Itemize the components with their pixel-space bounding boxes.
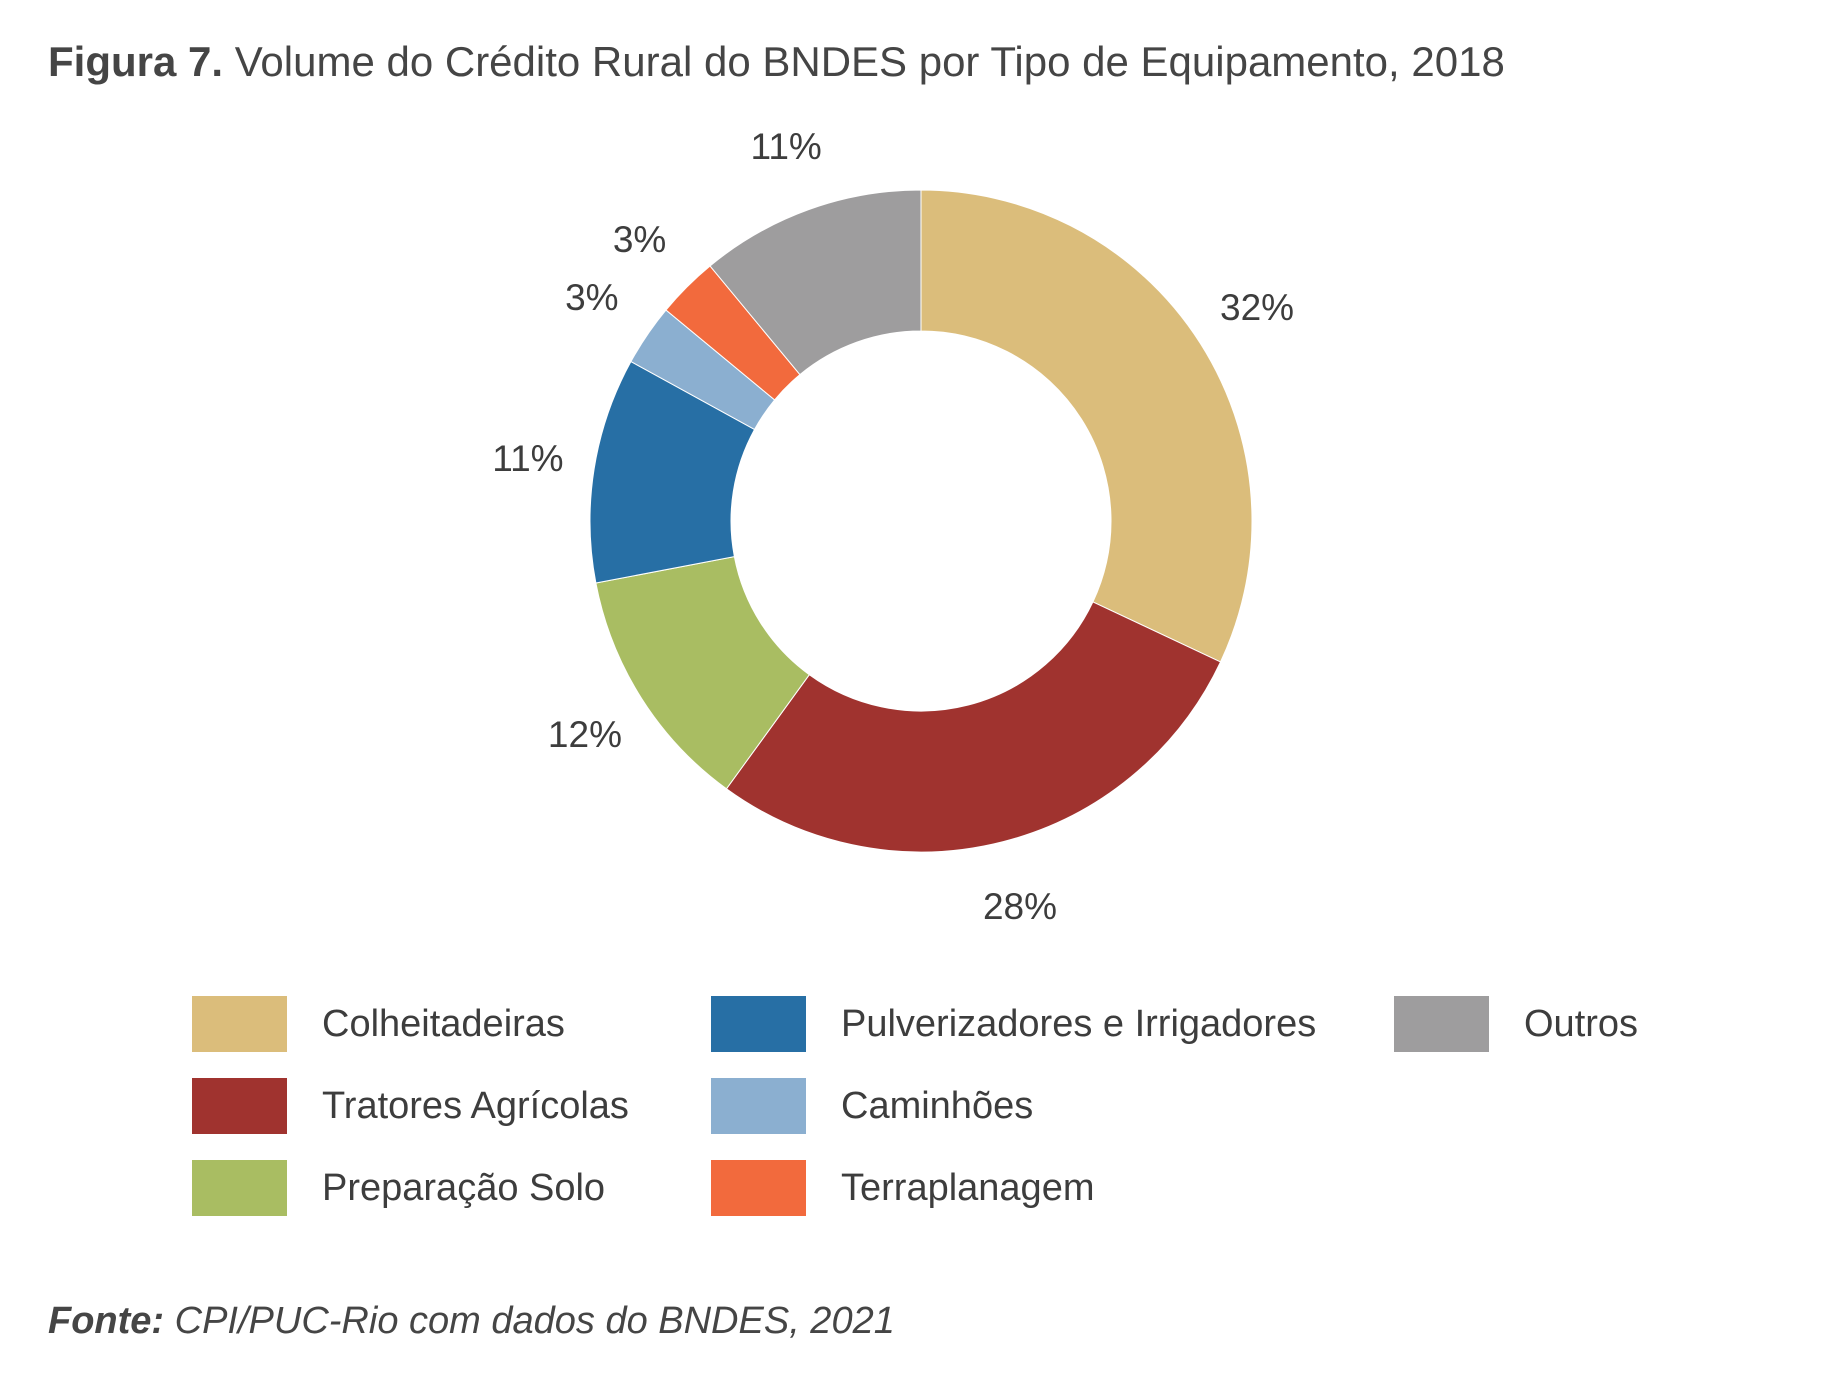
source-note: Fonte: CPI/PUC-Rio com dados do BNDES, 2… xyxy=(48,1300,895,1343)
slice-labels: 32% 28% 12% 11% 3% 3% 11% xyxy=(492,126,1294,927)
legend-swatch xyxy=(192,1078,287,1134)
legend-item-terraplanagem: Terraplanagem xyxy=(711,1160,1094,1216)
slice-label-preparacao-solo: 12% xyxy=(548,714,622,755)
legend-label: Colheitadeiras xyxy=(322,1002,565,1045)
legend-label: Preparação Solo xyxy=(322,1166,606,1209)
legend-label: Tratores Agrícolas xyxy=(322,1084,629,1127)
legend-item-tratores-agricolas: Tratores Agrícolas xyxy=(192,1078,629,1134)
slice-label-tratores-agricolas: 28% xyxy=(983,886,1057,927)
slice-colheitadeiras xyxy=(920,189,1253,663)
legend-item-colheitadeiras: Colheitadeiras xyxy=(192,996,565,1052)
legend-swatch xyxy=(192,996,287,1052)
legend-item-preparacao-solo: Preparação Solo xyxy=(192,1160,605,1216)
slice-label-caminhoes: 3% xyxy=(565,277,618,318)
legend-swatch xyxy=(711,996,806,1052)
legend-item-pulverizadores-e-irrigadores: Pulverizadores e Irrigadores xyxy=(711,996,1316,1052)
legend-swatch xyxy=(711,1160,806,1216)
slice-label-pulverizadores-e-irrigadores: 11% xyxy=(492,438,563,479)
legend-label: Pulverizadores e Irrigadores xyxy=(841,1002,1317,1045)
legend-label: Caminhões xyxy=(841,1084,1034,1127)
figure-title: Figura 7. Volume do Crédito Rural do BND… xyxy=(48,38,1505,86)
slice-tratores-agricolas xyxy=(725,601,1222,853)
slice-label-colheitadeiras: 32% xyxy=(1220,287,1294,328)
source-text: CPI/PUC-Rio com dados do BNDES, 2021 xyxy=(174,1300,895,1342)
figure-title-text: Volume do Crédito Rural do BNDES por Tip… xyxy=(234,38,1505,85)
legend-swatch xyxy=(192,1160,287,1216)
legend-item-outros: Outros xyxy=(1394,996,1638,1052)
legend-swatch xyxy=(711,1078,806,1134)
legend-item-caminhoes: Caminhões xyxy=(711,1078,1033,1134)
donut-slices xyxy=(589,189,1253,853)
source-label: Fonte: xyxy=(48,1300,165,1342)
legend-label: Terraplanagem xyxy=(841,1166,1095,1209)
slice-outros xyxy=(709,189,922,376)
legend-swatch xyxy=(1394,996,1489,1052)
figure-label: Figura 7. xyxy=(48,38,224,85)
slice-label-outros: 11% xyxy=(751,126,822,167)
slice-label-terraplanagem: 3% xyxy=(613,219,666,260)
legend-label: Outros xyxy=(1524,1002,1639,1045)
